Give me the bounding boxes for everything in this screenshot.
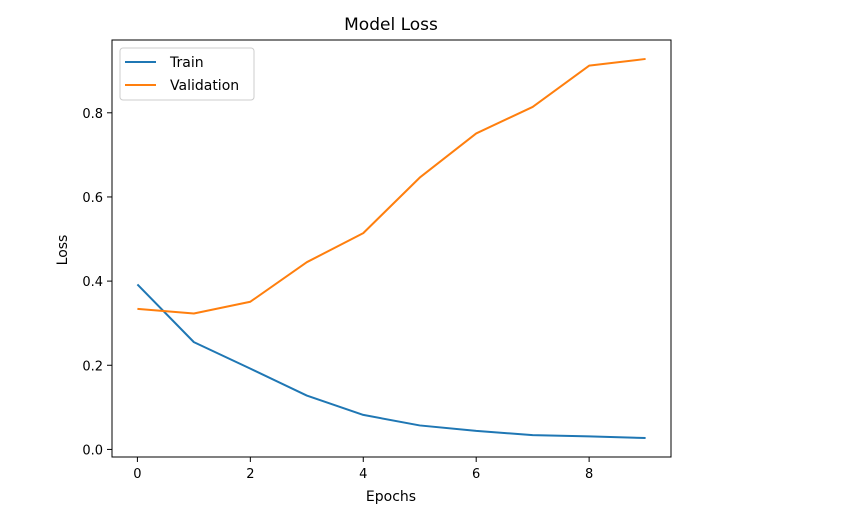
y-tick-label: 0.0 — [82, 443, 103, 458]
x-tick-label: 8 — [585, 467, 593, 482]
x-tick-label: 4 — [359, 467, 367, 482]
plot-frame — [111, 39, 672, 458]
series-layer — [136, 57, 646, 440]
x-tick-label: 0 — [133, 467, 141, 482]
y-tick-label: 0.2 — [82, 359, 103, 374]
legend: Train Validation — [119, 47, 255, 101]
x-axis-label: Epochs — [366, 489, 416, 505]
tick-layer: 0 2 4 6 8 0.0 0.2 0.4 0.6 0.8 — [82, 107, 593, 482]
y-tick-label: 0.6 — [82, 191, 103, 206]
x-tick-label: 2 — [246, 467, 254, 482]
y-axis-label: Loss — [55, 235, 71, 266]
y-tick-label: 0.8 — [82, 107, 103, 122]
legend-label-train: Train — [169, 55, 204, 71]
x-tick-label: 6 — [472, 467, 480, 482]
series-line-train — [136, 283, 646, 440]
y-tick-label: 0.4 — [82, 275, 103, 290]
chart-title: Model Loss — [344, 15, 438, 35]
series-line-validation — [137, 57, 646, 315]
legend-label-validation: Validation — [170, 78, 239, 94]
